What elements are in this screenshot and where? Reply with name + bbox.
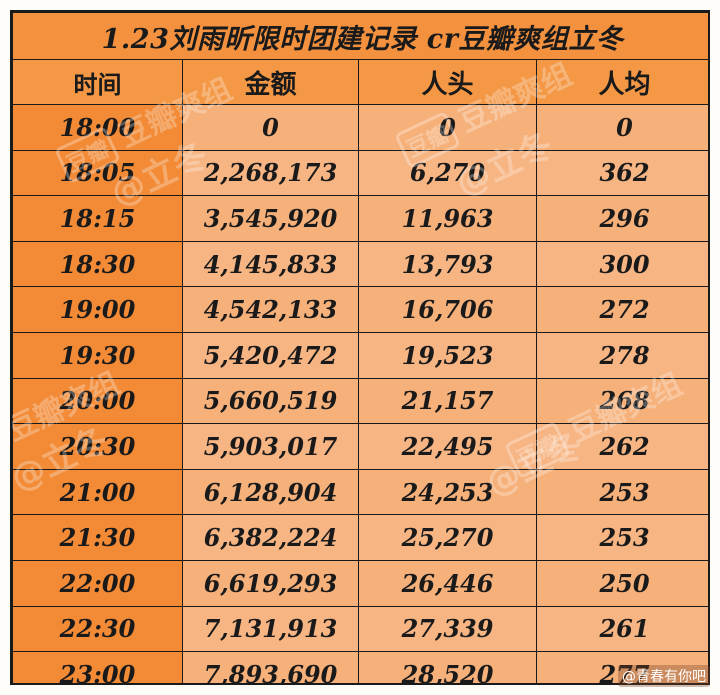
table-title: 1.23刘雨昕限时团建记录 cr豆瓣爽组立冬: [12, 12, 708, 60]
heads-cell: 26,446: [358, 559, 537, 607]
amount-cell: 6,382,224: [182, 514, 359, 561]
heads-cell: 11,963: [358, 195, 537, 242]
heads-cell: 27,339: [358, 605, 537, 653]
heads-cell: 13,793: [358, 240, 537, 288]
amount-cell: 4,542,133: [182, 286, 359, 333]
heads-cell: 0: [358, 104, 537, 151]
time-cell: 21:00: [12, 468, 183, 516]
data-table-sheet: 1.23刘雨昕限时团建记录 cr豆瓣爽组立冬 时间 金额 人头 人均 18:00…: [10, 10, 710, 685]
amount-cell: 3,545,920: [182, 195, 359, 242]
amount-cell: 7,893,690: [182, 651, 359, 683]
amount-cell: 7,131,913: [182, 605, 359, 653]
time-cell: 21:30: [12, 514, 183, 561]
time-cell: 20:00: [12, 377, 183, 425]
table-row: 20:30 5,903,017 22,495 262: [12, 423, 708, 470]
time-cell: 18:05: [12, 149, 183, 197]
table-row: 18:30 4,145,833 13,793 300: [12, 240, 708, 288]
average-cell: 278: [535, 331, 708, 379]
table-row: 21:30 6,382,224 25,270 253: [12, 514, 708, 561]
heads-cell: 24,253: [358, 468, 537, 516]
average-cell: 0: [535, 104, 708, 151]
table-row: 21:00 6,128,904 24,253 253: [12, 468, 708, 516]
amount-cell: 4,145,833: [182, 240, 359, 288]
time-cell: 22:00: [12, 559, 183, 607]
heads-cell: 16,706: [358, 286, 537, 333]
table-row: 18:15 3,545,920 11,963 296: [12, 195, 708, 242]
table-row: 22:30 7,131,913 27,339 261: [12, 605, 708, 653]
time-cell: 22:30: [12, 605, 183, 653]
table-row: 19:30 5,420,472 19,523 278: [12, 331, 708, 379]
header-heads: 人头: [358, 59, 537, 105]
header-amount: 金额: [182, 59, 359, 105]
heads-cell: 25,270: [358, 514, 537, 561]
average-cell: 253: [535, 468, 708, 516]
amount-cell: 5,660,519: [182, 377, 359, 425]
table-row: 23:00 7,893,690 28,520 277: [12, 651, 708, 683]
heads-cell: 28,520: [358, 651, 537, 683]
title-row: 1.23刘雨昕限时团建记录 cr豆瓣爽组立冬: [12, 12, 708, 60]
average-cell: 262: [535, 423, 708, 470]
heads-cell: 22,495: [358, 423, 537, 470]
time-cell: 19:30: [12, 331, 183, 379]
amount-cell: 0: [182, 104, 359, 151]
average-cell: 362: [535, 149, 708, 197]
amount-cell: 5,420,472: [182, 331, 359, 379]
heads-cell: 19,523: [358, 331, 537, 379]
average-cell: 253: [535, 514, 708, 561]
heads-cell: 6,270: [358, 149, 537, 197]
average-cell: 250: [535, 559, 708, 607]
time-cell: 18:30: [12, 240, 183, 288]
average-cell: 272: [535, 286, 708, 333]
header-time: 时间: [12, 59, 183, 105]
time-cell: 18:15: [12, 195, 183, 242]
average-cell: 296: [535, 195, 708, 242]
table-row: 22:00 6,619,293 26,446 250: [12, 559, 708, 607]
table-row: 19:00 4,542,133 16,706 272: [12, 286, 708, 333]
amount-cell: 2,268,173: [182, 149, 359, 197]
credit-label: @青春有你吧: [618, 665, 710, 687]
table-row: 20:00 5,660,519 21,157 268: [12, 377, 708, 425]
fundraising-table: 1.23刘雨昕限时团建记录 cr豆瓣爽组立冬 时间 金额 人头 人均 18:00…: [12, 12, 708, 683]
amount-cell: 6,619,293: [182, 559, 359, 607]
average-cell: 261: [535, 605, 708, 653]
header-row: 时间 金额 人头 人均: [12, 59, 708, 105]
time-cell: 18:00: [12, 104, 183, 151]
time-cell: 23:00: [12, 651, 183, 683]
table-row: 18:05 2,268,173 6,270 362: [12, 149, 708, 197]
average-cell: 277: [535, 651, 708, 683]
average-cell: 300: [535, 240, 708, 288]
time-cell: 19:00: [12, 286, 183, 333]
amount-cell: 5,903,017: [182, 423, 359, 470]
amount-cell: 6,128,904: [182, 468, 359, 516]
time-cell: 20:30: [12, 423, 183, 470]
table-row: 18:00 0 0 0: [12, 104, 708, 151]
average-cell: 268: [535, 377, 708, 425]
heads-cell: 21,157: [358, 377, 537, 425]
header-average: 人均: [535, 59, 708, 105]
